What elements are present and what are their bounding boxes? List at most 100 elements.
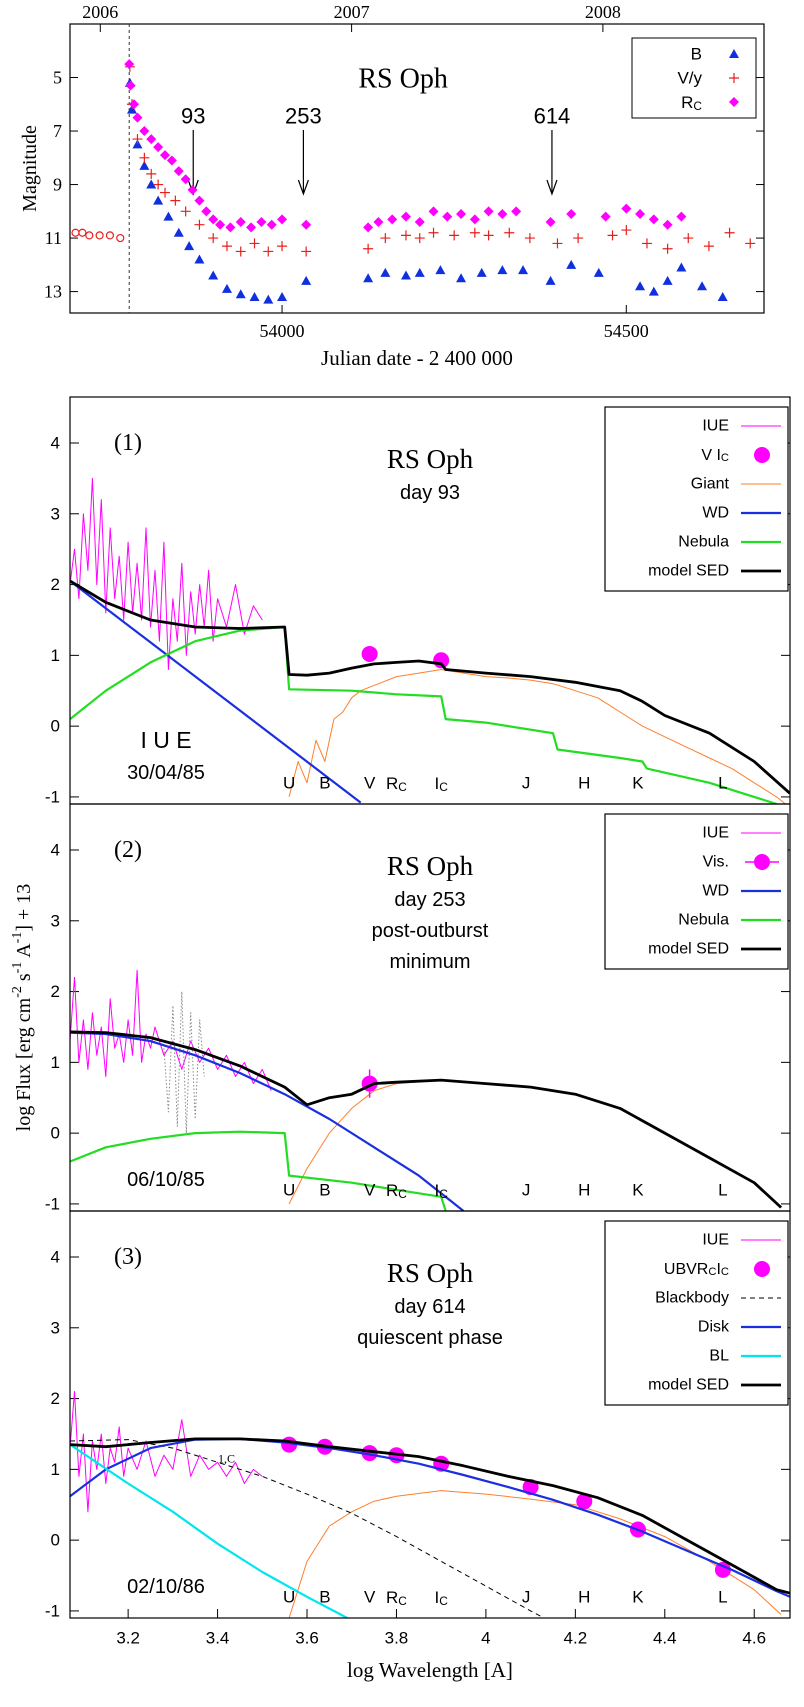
marker <box>648 286 659 296</box>
text-part: V I <box>701 447 721 464</box>
marker <box>524 233 535 244</box>
plot-frame <box>69 23 765 314</box>
y-axis-label: Magnitude <box>19 125 41 212</box>
x-tick-label: 3.2 <box>116 1629 140 1648</box>
marker <box>301 275 312 285</box>
date-label: 30/04/85 <box>127 762 205 784</box>
band-label: L <box>718 774 727 793</box>
marker <box>208 270 219 280</box>
marker <box>635 208 646 219</box>
x-tick-label: 54500 <box>604 321 649 341</box>
marker <box>277 214 288 225</box>
legend-label: Disk <box>698 1319 730 1336</box>
y-tick-label: 1 <box>51 1460 60 1479</box>
band-label: IC <box>435 1181 449 1201</box>
x-axis-label: Julian date - 2 400 000 <box>321 346 513 370</box>
note: I U E <box>140 727 191 753</box>
plot-frame <box>69 1210 791 1619</box>
panel-label: (1) <box>114 430 142 456</box>
legend-label: Giant <box>691 476 730 493</box>
marker <box>729 97 739 107</box>
marker <box>456 208 467 219</box>
y-tick-label: 0 <box>51 1124 60 1143</box>
marker <box>225 222 236 233</box>
y-tick-label: 3 <box>51 911 60 930</box>
marker <box>235 217 246 228</box>
marker <box>132 134 143 145</box>
marker <box>263 294 274 304</box>
date-label: 02/10/86 <box>127 1576 205 1598</box>
marker <box>469 214 480 225</box>
legend-label: model SED <box>648 941 729 958</box>
subscript: C <box>398 1594 407 1608</box>
plot-area <box>70 477 790 804</box>
sed-curve <box>70 1437 790 1598</box>
marker <box>414 233 425 244</box>
x-tick-label: 3.4 <box>206 1629 230 1648</box>
marker <box>621 225 632 236</box>
marker <box>71 228 80 237</box>
x2-tick-label: 2008 <box>585 2 621 22</box>
note: 1,C <box>218 1452 235 1466</box>
marker <box>129 99 140 110</box>
y-tick-label: 4 <box>51 1248 60 1267</box>
marker <box>146 134 157 145</box>
legend-label: WD <box>702 883 729 900</box>
marker <box>173 166 184 177</box>
legend-label: model SED <box>648 1377 729 1394</box>
sed-curve <box>70 1443 348 1618</box>
marker <box>400 211 411 222</box>
text-part: UBVR <box>664 1261 708 1278</box>
marker <box>593 267 604 277</box>
panel-subtitle: day 93 <box>400 482 460 504</box>
band-label: K <box>632 1181 644 1200</box>
marker <box>566 259 577 269</box>
y-tick-label: 5 <box>53 68 62 88</box>
marker <box>745 238 756 249</box>
legend-box <box>604 406 789 592</box>
text-part: R <box>386 1181 398 1200</box>
marker <box>95 231 104 240</box>
band-label: K <box>632 774 644 793</box>
sed-curve <box>288 1079 782 1208</box>
subscript: C <box>721 452 729 464</box>
band-label: J <box>522 1588 531 1607</box>
marker <box>105 231 115 240</box>
panel-label: (2) <box>114 837 142 863</box>
band-label: B <box>319 1588 330 1607</box>
marker <box>116 233 125 243</box>
marker <box>414 217 425 228</box>
plot-area <box>70 969 783 1211</box>
band-label: RC <box>386 1588 407 1608</box>
subscript: C <box>439 1187 448 1201</box>
marker <box>139 160 150 170</box>
legend-label: RC <box>681 93 702 113</box>
marker <box>132 112 143 123</box>
annotation-label: 93 <box>181 104 205 129</box>
marker <box>221 241 232 252</box>
x2-tick-label: 2007 <box>334 2 370 22</box>
marker <box>621 203 632 214</box>
y-tick-label: 3 <box>51 504 60 523</box>
y-tick-label: 11 <box>45 228 62 248</box>
marker <box>235 246 246 257</box>
band-label: L <box>718 1588 727 1607</box>
marker <box>504 227 515 238</box>
subscript: C <box>398 780 407 794</box>
sed-curve <box>288 669 786 804</box>
marker <box>277 291 288 301</box>
marker <box>249 291 260 301</box>
marker <box>361 645 378 662</box>
legend-label: IUE <box>702 825 729 842</box>
panel-subtitle: minimum <box>389 951 470 973</box>
legend-label: Nebula <box>678 534 729 551</box>
marker <box>545 217 556 228</box>
legend-label: Blackbody <box>655 1290 729 1307</box>
marker <box>552 238 563 249</box>
marker <box>456 273 467 283</box>
marker <box>194 219 205 230</box>
marker <box>469 227 480 238</box>
marker <box>380 267 391 277</box>
